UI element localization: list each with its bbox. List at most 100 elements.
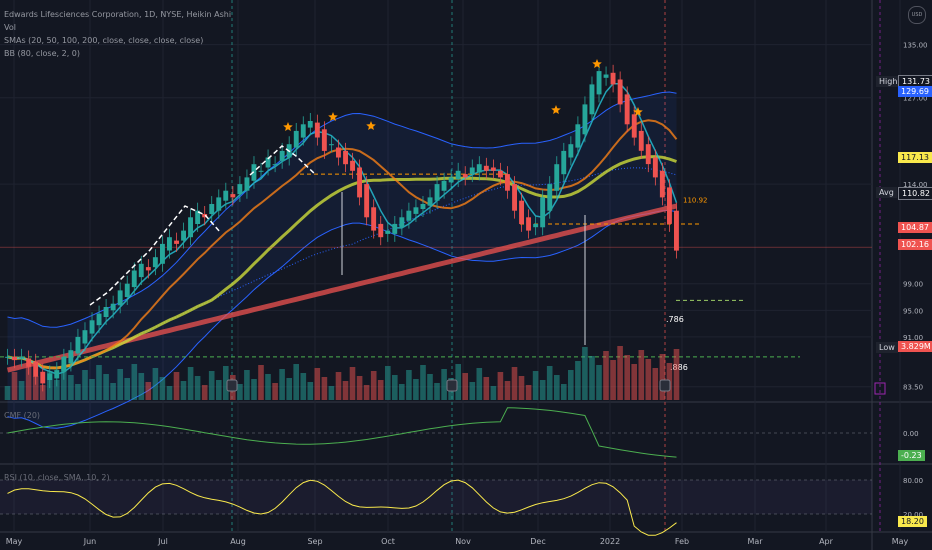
volume-bar <box>180 381 187 400</box>
volume-bar <box>568 370 574 400</box>
candle-body <box>258 170 264 172</box>
price-tick-label: 127.00 <box>903 95 928 103</box>
volume-bar <box>173 372 180 400</box>
rsi-value-badge: 18.20 <box>898 516 927 527</box>
candle-body <box>392 223 398 234</box>
volume-bar <box>61 366 67 400</box>
candle-body <box>420 204 426 209</box>
candle-body <box>568 144 574 158</box>
currency-badge[interactable]: USD <box>908 6 926 24</box>
volume-bar <box>518 376 525 400</box>
volume-bar <box>307 382 314 400</box>
volume-bar <box>399 384 405 400</box>
volume-bar <box>187 367 194 400</box>
candle-body <box>413 207 419 214</box>
volume-bar <box>25 367 32 400</box>
candle-body <box>610 72 616 85</box>
candle-body <box>490 167 496 171</box>
candle-body <box>47 373 53 380</box>
rsi-line <box>7 479 677 536</box>
candle-body <box>343 150 348 165</box>
candle-body <box>624 94 630 125</box>
pattern-annotation <box>249 145 317 176</box>
sma20-line <box>7 83 678 375</box>
volume-bar <box>194 376 201 400</box>
fib-786-label: .786 <box>666 315 684 324</box>
candle-body <box>5 356 10 358</box>
low-tag: Low <box>876 342 898 353</box>
level-label: 110.92 <box>683 197 708 205</box>
cmf-value-badge: -0.23 <box>898 450 925 461</box>
candle-body <box>152 257 158 268</box>
candle-body <box>145 267 151 271</box>
volume-bar <box>589 356 595 400</box>
candle-body <box>195 210 201 224</box>
sma-badge: 117.13 <box>898 152 932 163</box>
volume-bar <box>159 377 166 400</box>
candle-body <box>244 177 250 191</box>
volume-bar <box>293 364 299 400</box>
volume-bar <box>32 376 39 400</box>
cmf-label[interactable]: CMF (20) <box>4 411 41 420</box>
legend-bb[interactable]: BB (80, close, 2, 0) <box>4 49 80 58</box>
volume-bar <box>582 347 588 400</box>
candle-body <box>448 177 454 183</box>
cmf-line <box>7 407 677 458</box>
candle-body <box>314 122 320 138</box>
candle-body <box>82 330 88 344</box>
peak-star-icon <box>633 107 643 116</box>
volume-bar <box>328 386 335 400</box>
time-tick-label: Feb <box>675 537 689 546</box>
candle-body <box>596 71 602 95</box>
volume-bar <box>258 365 264 400</box>
time-tick-label: Sep <box>307 537 322 546</box>
candle-body <box>54 370 60 379</box>
volume-bar <box>504 381 511 400</box>
peak-star-icon <box>328 112 338 121</box>
candle-body <box>399 217 405 228</box>
price-tick-label: 135.00 <box>903 42 928 50</box>
candle-body <box>547 184 553 211</box>
volume-bar <box>413 379 419 400</box>
time-tick-label: Apr <box>819 537 834 546</box>
peak-star-icon <box>592 59 602 68</box>
candle-body <box>645 144 651 165</box>
volume-bar <box>476 368 483 400</box>
volume-bar <box>18 381 25 400</box>
candle-body <box>12 356 17 361</box>
rsi-tick-label: 20.00 <box>903 511 923 519</box>
volume-bar <box>152 368 159 400</box>
volume-bar <box>406 370 412 400</box>
legend-vol[interactable]: Vol <box>4 23 16 32</box>
candle-body <box>131 270 137 288</box>
volume-bar <box>223 366 229 400</box>
pattern-annotation <box>89 205 221 306</box>
volume-bar <box>554 375 560 400</box>
volume-bar <box>596 365 602 400</box>
candle-body <box>476 164 482 173</box>
volume-bar <box>356 376 363 400</box>
legend-smas[interactable]: SMAs (20, 50, 100, 200, close, close, cl… <box>4 36 204 45</box>
volume-bar <box>511 367 518 400</box>
volume-bar <box>539 380 546 400</box>
candle-body <box>371 207 377 231</box>
candle-body <box>378 223 384 238</box>
candle-body <box>265 157 271 168</box>
rsi-label[interactable]: RSI (10, close, SMA, 10, 2) <box>4 473 110 482</box>
volume-bar <box>272 383 278 400</box>
volume-bar <box>462 373 468 400</box>
candle-body <box>674 210 679 251</box>
volume-bar <box>244 370 250 400</box>
candle-body <box>68 350 74 364</box>
legend-title[interactable]: Edwards Lifesciences Corporation, 1D, NY… <box>4 10 232 19</box>
volume-bar <box>385 366 391 400</box>
candle-body <box>336 147 341 158</box>
volume-bar <box>131 364 138 400</box>
candle-body <box>483 165 489 171</box>
volume-bar <box>659 354 666 400</box>
volume-bar <box>603 351 609 400</box>
candle-body <box>40 371 46 384</box>
candle-body <box>19 356 24 359</box>
volume-bar <box>342 381 349 400</box>
